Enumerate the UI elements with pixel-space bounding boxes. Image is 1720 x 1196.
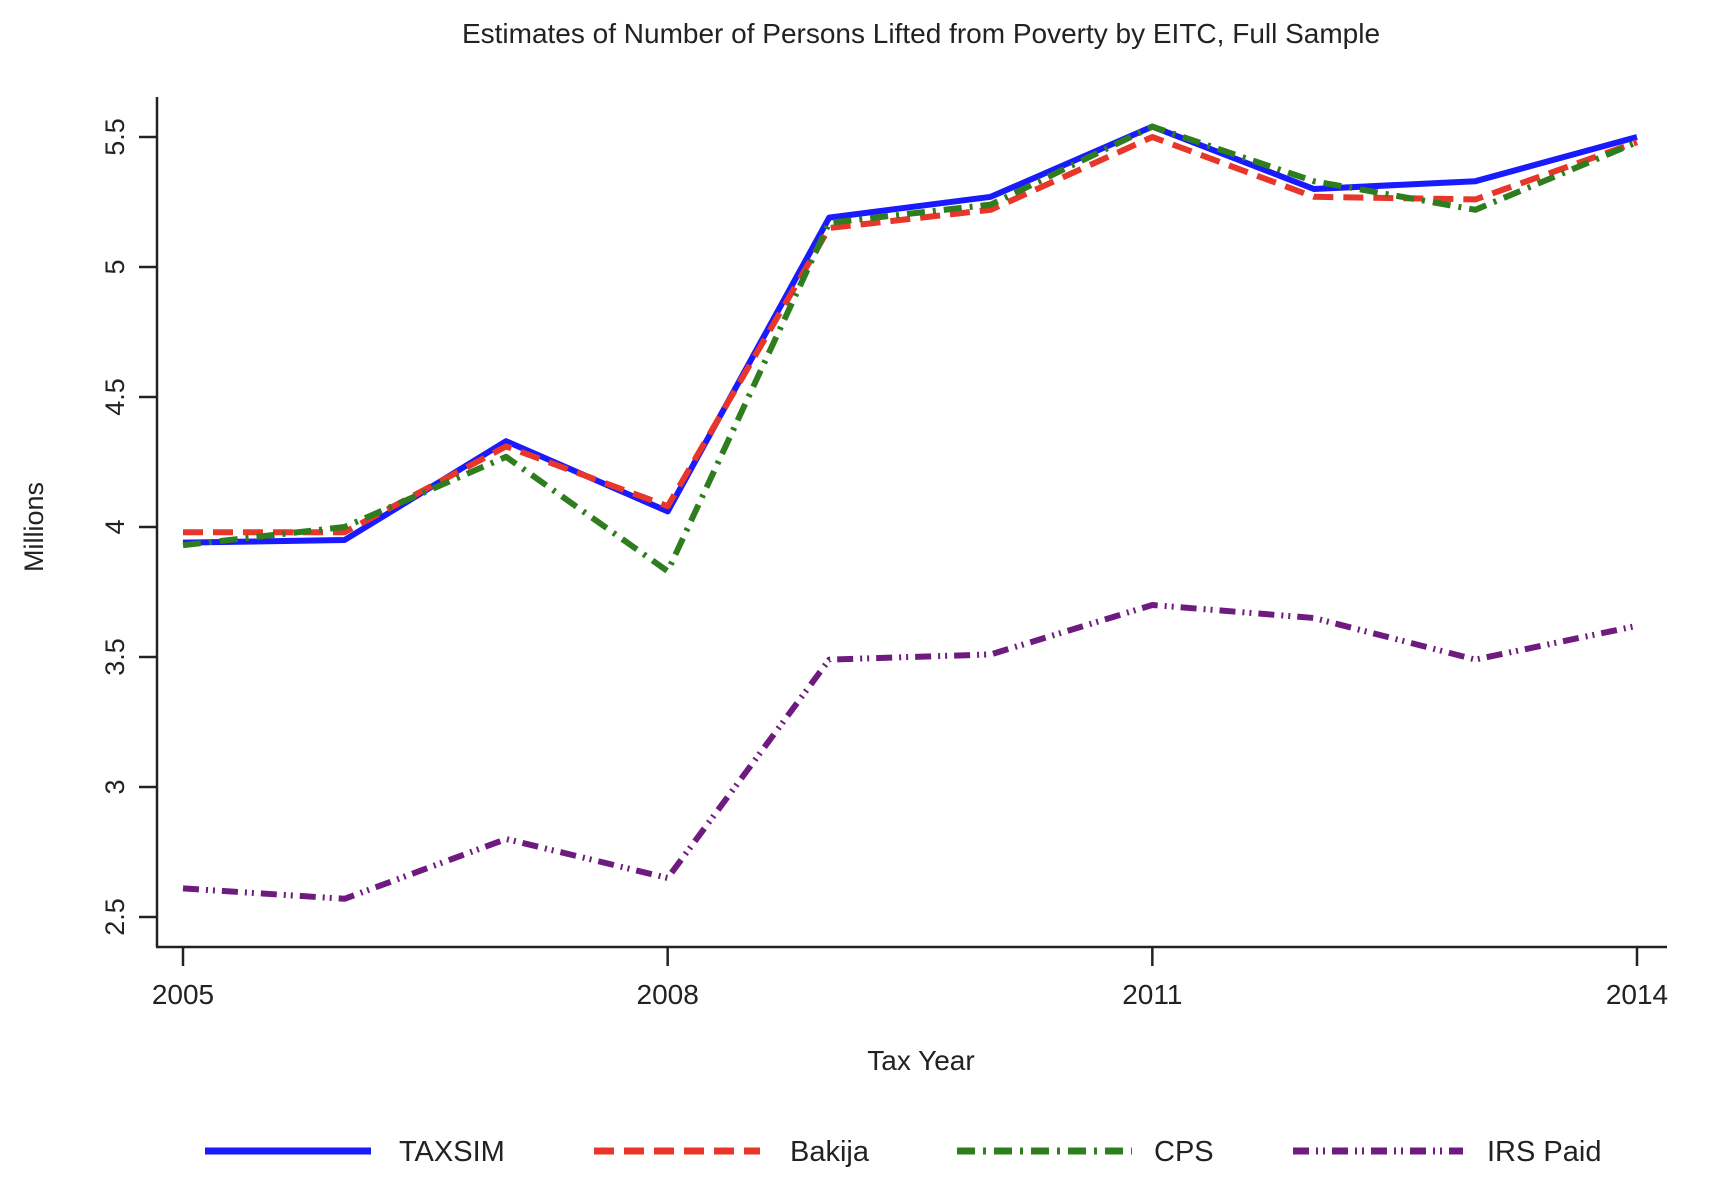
legend-label: TAXSIM xyxy=(399,1136,505,1168)
series-line-taxsim xyxy=(182,123,1638,546)
legend-item: Bakija xyxy=(594,1136,870,1168)
axes xyxy=(155,97,1667,949)
series-line-cps xyxy=(182,123,1639,575)
series-group xyxy=(182,123,1639,902)
x-ticks: 2005 2008 2011 2014 xyxy=(152,947,1668,1010)
y-tick-label: 3 xyxy=(100,779,130,794)
y-tick-label: 4 xyxy=(100,519,130,534)
legend-label: Bakija xyxy=(790,1136,870,1168)
y-tick-label: 5 xyxy=(100,259,130,274)
chart-title: Estimates of Number of Persons Lifted fr… xyxy=(462,18,1380,49)
y-tick-label: 2.5 xyxy=(100,898,130,936)
legend-label: CPS xyxy=(1154,1136,1214,1168)
legend-label: IRS Paid xyxy=(1487,1136,1601,1168)
x-axis-label: Tax Year xyxy=(867,1045,974,1076)
y-tick-label: 5.5 xyxy=(100,118,130,156)
y-ticks: 2.5 3 3.5 4 4.5 5 5.5 xyxy=(100,118,157,936)
legend-item: IRS Paid xyxy=(1293,1136,1601,1168)
series-line-irs-paid xyxy=(182,602,1638,902)
x-tick-label: 2005 xyxy=(152,979,214,1010)
x-tick-label: 2011 xyxy=(1122,979,1182,1010)
y-tick-label: 3.5 xyxy=(100,638,130,676)
x-tick-label: 2008 xyxy=(637,979,699,1010)
y-axis-label: Millions xyxy=(19,482,49,572)
legend: TAXSIM Bakija CPS IRS Paid xyxy=(205,1136,1601,1168)
series-line-bakija xyxy=(183,134,1639,536)
y-tick-label: 4.5 xyxy=(100,378,130,416)
x-tick-label: 2014 xyxy=(1606,979,1668,1010)
legend-item: TAXSIM xyxy=(205,1136,505,1168)
legend-item: CPS xyxy=(957,1136,1214,1168)
